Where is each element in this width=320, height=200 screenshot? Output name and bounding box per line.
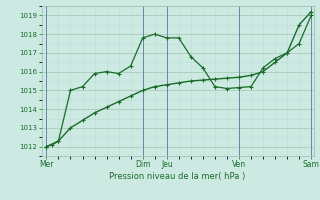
X-axis label: Pression niveau de la mer( hPa ): Pression niveau de la mer( hPa ) <box>109 172 246 181</box>
